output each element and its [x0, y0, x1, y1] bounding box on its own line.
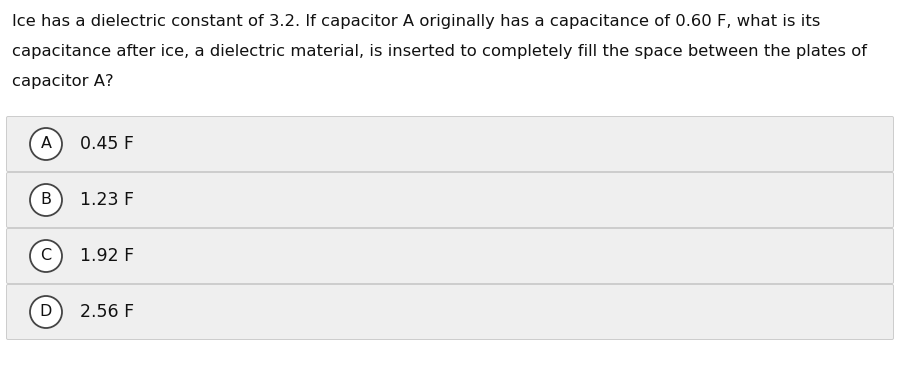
FancyBboxPatch shape — [6, 229, 894, 283]
Text: C: C — [40, 248, 51, 264]
Text: D: D — [40, 305, 52, 320]
FancyBboxPatch shape — [6, 116, 894, 171]
Circle shape — [30, 296, 62, 328]
Text: 0.45 F: 0.45 F — [80, 135, 134, 153]
Text: Ice has a dielectric constant of 3.2. If capacitor A originally has a capacitanc: Ice has a dielectric constant of 3.2. If… — [12, 14, 821, 29]
Circle shape — [30, 184, 62, 216]
Text: 2.56 F: 2.56 F — [80, 303, 134, 321]
Text: 1.23 F: 1.23 F — [80, 191, 134, 209]
Circle shape — [30, 128, 62, 160]
Circle shape — [30, 240, 62, 272]
FancyBboxPatch shape — [6, 284, 894, 339]
Text: 1.92 F: 1.92 F — [80, 247, 134, 265]
FancyBboxPatch shape — [6, 172, 894, 228]
Text: B: B — [40, 193, 51, 207]
Text: capacitor A?: capacitor A? — [12, 74, 113, 89]
Text: A: A — [40, 137, 51, 152]
Text: capacitance after ice, a dielectric material, is inserted to completely fill the: capacitance after ice, a dielectric mate… — [12, 44, 867, 59]
